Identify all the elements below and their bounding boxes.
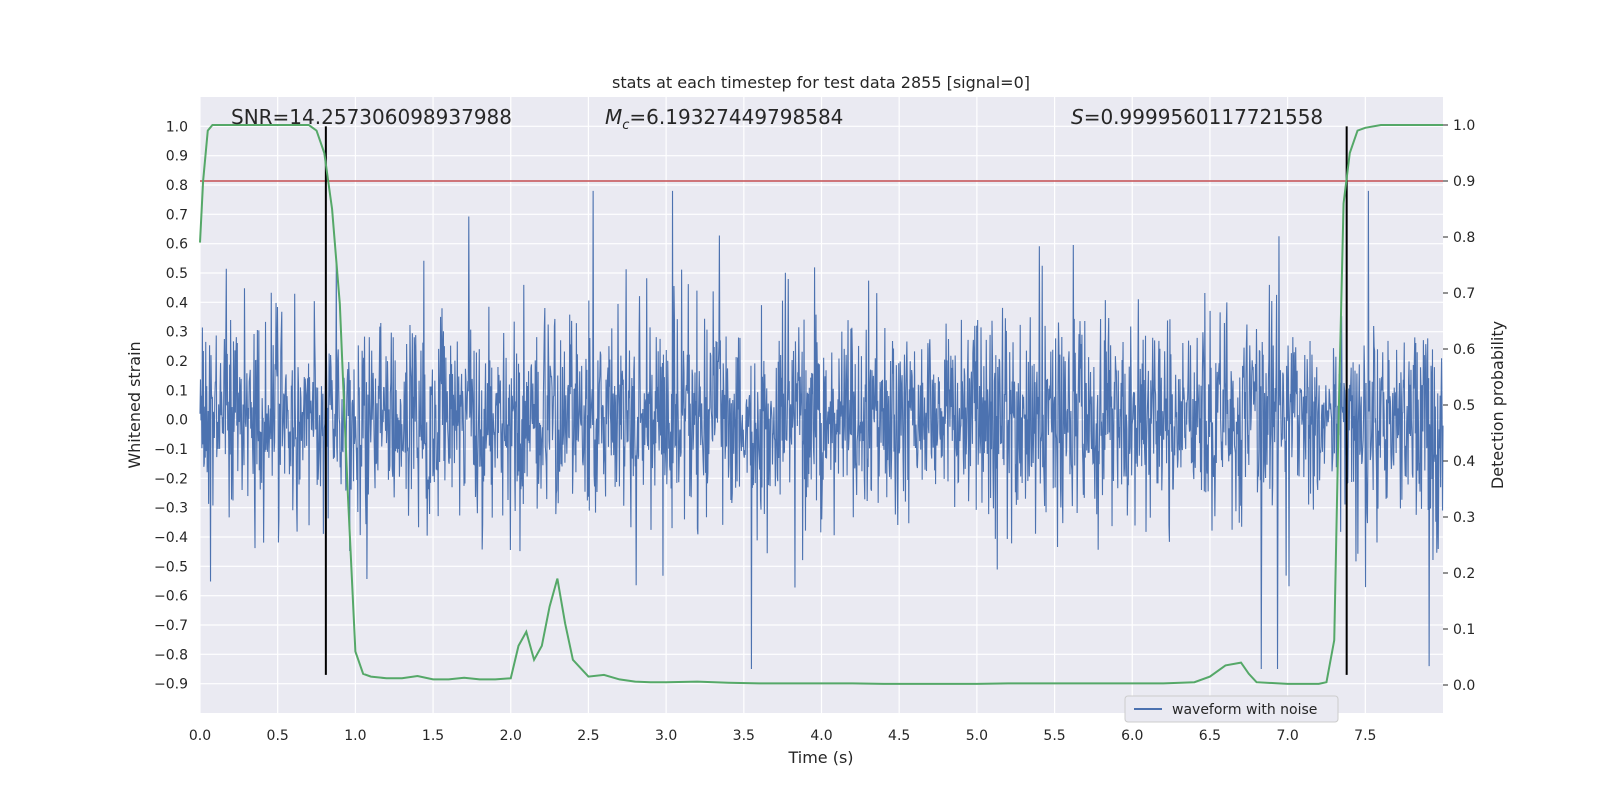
s-statistic-annotation: S=0.9999560117721558: [1071, 105, 1323, 129]
y-tick-label-left: 0.8: [166, 178, 188, 194]
x-tick-label: 5.0: [966, 728, 988, 744]
y-tick-label-left: 0.1: [166, 383, 188, 399]
chart-title: stats at each timestep for test data 285…: [612, 73, 1030, 92]
s-statistic-value: =0.9999560117721558: [1084, 105, 1323, 129]
x-tick-label: 6.0: [1121, 728, 1143, 744]
y-ticks-right: 0.0 0.1 0.2 0.3 0.4 0.5 0.6 0.7 0.8 0.9 1.0: [1443, 118, 1475, 694]
y-tick-label-right: 0.6: [1453, 342, 1475, 358]
y-tick-label-left: −0.7: [154, 618, 188, 634]
x-tick-label: 6.5: [1199, 728, 1221, 744]
x-axis-label: Time (s): [787, 748, 853, 767]
y-tick-label-left: −0.6: [154, 589, 188, 605]
y-tick-label-right: 0.3: [1453, 510, 1475, 526]
y-tick-label-left: −0.1: [154, 442, 188, 458]
y-tick-label-left: 0.0: [166, 413, 188, 429]
y-tick-label-right: 0.5: [1453, 398, 1475, 414]
y-tick-label-left: −0.3: [154, 501, 188, 517]
detection-probability-line: [199, 124, 1443, 685]
y-tick-label-left: −0.2: [154, 471, 188, 487]
x-tick-label: 7.5: [1354, 728, 1376, 744]
x-tick-label: 3.0: [655, 728, 677, 744]
y-tick-label-left: 0.5: [166, 266, 188, 282]
y-tick-label-right: 0.9: [1453, 174, 1475, 190]
x-tick-label: 4.0: [810, 728, 832, 744]
x-tick-label: 2.0: [500, 728, 522, 744]
chirp-mass-value: =6.19327449798584: [629, 105, 843, 129]
y-tick-label-right: 1.0: [1453, 118, 1475, 134]
y-tick-label-left: −0.9: [154, 677, 188, 693]
x-tick-label: 3.5: [733, 728, 755, 744]
legend-entry-waveform: waveform with noise: [1172, 702, 1317, 718]
y-axis-label-left: Whitened strain: [125, 341, 144, 468]
x-ticks: 0.0 0.5 1.0 1.5 2.0 2.5 3.0 3.5 4.0 4.5 5.0 5.5 6.0 6…: [189, 728, 1377, 744]
chirp-mass-annotation: Mc=6.19327449798584: [605, 105, 843, 133]
y-axis-label-right: Detection probability: [1488, 321, 1507, 489]
x-tick-label: 1.0: [344, 728, 366, 744]
waveform-series: [199, 190, 1444, 670]
x-tick-label: 0.0: [189, 728, 211, 744]
chirp-mass-subscript: c: [622, 118, 629, 133]
y-tick-label-left: 0.6: [166, 237, 188, 253]
y-tick-label-right: 0.7: [1453, 286, 1475, 302]
legend: waveform with noise: [1124, 695, 1339, 723]
y-ticks-left: −0.9 −0.8 −0.7 −0.6 −0.5 −0.4 −0.3 −0.2 −0.1 0.0 0…: [154, 119, 188, 692]
chirp-mass-symbol: M: [605, 105, 622, 129]
x-tick-label: 4.5: [888, 728, 910, 744]
y-tick-label-left: −0.5: [154, 559, 188, 575]
y-tick-label-right: 0.0: [1453, 678, 1475, 694]
y-tick-label-left: 0.9: [166, 149, 188, 165]
overlay: [199, 124, 1443, 685]
x-tick-label: 0.5: [267, 728, 289, 744]
y-tick-label-left: −0.8: [154, 647, 188, 663]
x-tick-label: 5.5: [1043, 728, 1065, 744]
waveform-line: [199, 190, 1444, 670]
y-tick-label-right: 0.1: [1453, 622, 1475, 638]
y-tick-label-right: 0.8: [1453, 230, 1475, 246]
x-tick-label: 1.5: [422, 728, 444, 744]
y-tick-label-left: −0.4: [154, 530, 188, 546]
y-tick-label-left: 0.7: [166, 207, 188, 223]
y-tick-label-left: 0.3: [166, 325, 188, 341]
s-statistic-symbol: S: [1071, 105, 1084, 129]
y-tick-label-left: 0.2: [166, 354, 188, 370]
x-tick-label: 7.0: [1276, 728, 1298, 744]
y-tick-label-right: 0.2: [1453, 566, 1475, 582]
snr-annotation: SNR=14.257306098937988: [231, 105, 512, 129]
legend-box: [1124, 695, 1339, 723]
y-tick-label-left: 1.0: [166, 119, 188, 135]
x-tick-label: 2.5: [577, 728, 599, 744]
y-tick-label-right: 0.4: [1453, 454, 1475, 470]
y-tick-label-left: 0.4: [166, 295, 188, 311]
